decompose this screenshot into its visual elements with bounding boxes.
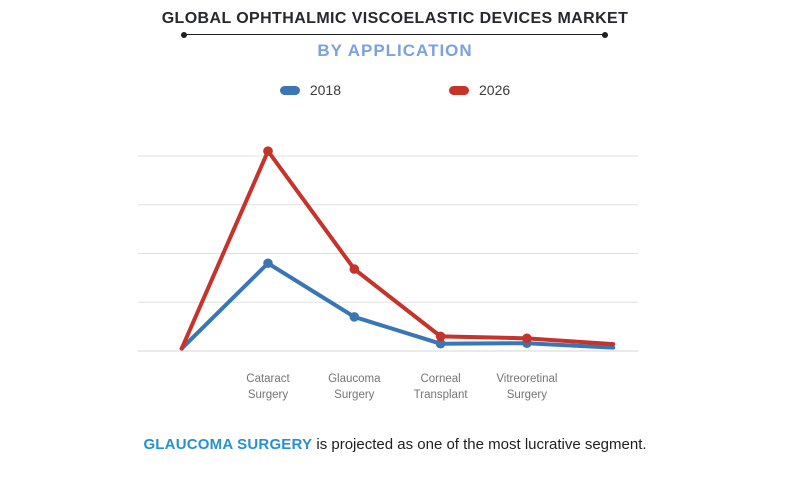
legend-item-2026: 2026 [449,82,510,98]
page-title: GLOBAL OPHTHALMIC VISCOELASTIC DEVICES M… [161,10,629,27]
line-chart [138,146,638,352]
x-axis-label-cataract-surgery: Cataract Surgery [246,373,290,401]
legend-swatch-2026-icon [449,85,469,95]
caption-highlight: GLAUCOMA SURGERY [143,436,313,453]
data-point-2018-corneal-transplant [435,338,446,349]
data-point-2026-corneal-transplant [435,331,446,342]
data-point-2018-glaucoma-surgery [349,312,360,322]
series-line-2018 [179,260,616,351]
data-point-2026-glaucoma-surgery [349,264,360,274]
data-point-2026-cataract-surgery [263,146,273,156]
legend-item-2018: 2018 [279,82,341,98]
data-point-2026-vitreoretinal-surgery [522,333,532,344]
title-underline-rule [181,31,608,38]
data-point-2018-cataract-surgery [263,258,273,269]
caption-text: is projected as one of the most lucrativ… [312,436,647,453]
caption: GLAUCOMA SURGERY is projected as one of … [0,436,790,453]
legend-swatch-2018-icon [279,85,300,95]
x-axis-label-vitreoretinal-surgery: Vitreoretinal Surgery [496,373,558,401]
legend-label-2026: 2026 [479,82,511,98]
x-axis-label-glaucoma-surgery: Glaucoma Surgery [328,373,381,401]
series-line-2026 [179,147,616,351]
chart-legend: 2018 2026 [0,82,790,98]
legend-label-2018: 2018 [309,82,341,98]
page-subtitle: BY APPLICATION [317,41,473,60]
x-axis-label-corneal-transplant: Corneal Transplant [413,373,468,401]
